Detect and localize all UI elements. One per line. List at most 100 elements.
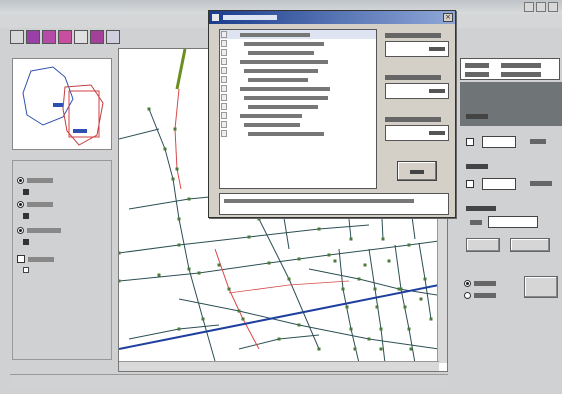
network-node[interactable] — [227, 287, 231, 291]
network-node[interactable] — [363, 263, 367, 267]
list-item[interactable] — [220, 30, 376, 39]
network-node[interactable] — [423, 277, 427, 281]
info-icon[interactable] — [74, 30, 88, 44]
network-node[interactable] — [257, 217, 261, 221]
network-node[interactable] — [407, 327, 411, 331]
list-item[interactable] — [220, 48, 376, 57]
value-field[interactable] — [385, 125, 449, 141]
network-node[interactable] — [333, 259, 337, 263]
network-node[interactable] — [201, 317, 205, 321]
network-node[interactable] — [119, 251, 121, 255]
attribute-list[interactable] — [219, 29, 377, 189]
list-item[interactable] — [220, 111, 376, 120]
network-node[interactable] — [157, 273, 161, 277]
network-node[interactable] — [429, 317, 433, 321]
red-road[interactable] — [228, 280, 350, 294]
layer-row[interactable] — [17, 201, 53, 208]
list-item[interactable] — [220, 93, 376, 102]
value-input[interactable] — [482, 178, 516, 190]
red-road[interactable] — [174, 88, 182, 190]
network-node[interactable] — [317, 227, 321, 231]
network-node[interactable] — [147, 107, 151, 111]
network-node[interactable] — [171, 177, 175, 181]
option-checkbox[interactable] — [466, 138, 474, 146]
network-node[interactable] — [327, 253, 331, 257]
network-node[interactable] — [381, 237, 385, 241]
network-node[interactable] — [349, 327, 353, 331]
network-node[interactable] — [173, 127, 177, 131]
network-node[interactable] — [277, 337, 281, 341]
network-node[interactable] — [187, 197, 191, 201]
network-node[interactable] — [353, 347, 357, 351]
value-field[interactable] — [385, 41, 449, 57]
ok-button[interactable] — [397, 161, 437, 181]
pan-icon[interactable] — [42, 30, 56, 44]
layer-radio[interactable] — [17, 201, 24, 208]
network-node[interactable] — [197, 271, 201, 275]
layer-row[interactable] — [17, 227, 61, 234]
network-node[interactable] — [177, 327, 181, 331]
network-map[interactable] — [119, 49, 440, 364]
action-button[interactable] — [466, 238, 500, 252]
network-node[interactable] — [241, 317, 245, 321]
list-item[interactable] — [220, 66, 376, 75]
network-node[interactable] — [419, 297, 423, 301]
network-node[interactable] — [175, 167, 179, 171]
dialog-close-button[interactable]: × — [443, 13, 453, 22]
network-node[interactable] — [237, 309, 241, 313]
close-button[interactable] — [548, 2, 558, 12]
option-checkbox[interactable] — [466, 180, 474, 188]
dialog-titlebar[interactable]: × — [209, 11, 455, 24]
network-node[interactable] — [387, 259, 391, 263]
value-input[interactable] — [488, 216, 538, 228]
network-node[interactable] — [267, 261, 271, 265]
list-item[interactable] — [220, 102, 376, 111]
window-icon[interactable] — [106, 30, 120, 44]
overview-map[interactable] — [12, 58, 112, 150]
map-horizontal-scrollbar[interactable] — [119, 361, 439, 371]
network-node[interactable] — [119, 279, 121, 283]
network-node[interactable] — [287, 277, 291, 281]
action-button[interactable] — [510, 238, 550, 252]
zoom-in-icon[interactable] — [10, 30, 24, 44]
blue-road[interactable] — [119, 284, 440, 350]
viewport-rect[interactable] — [68, 90, 100, 138]
select-icon[interactable] — [58, 30, 72, 44]
network-node[interactable] — [399, 287, 403, 291]
run-button[interactable] — [524, 276, 558, 298]
network-node[interactable] — [297, 257, 301, 261]
maximize-button[interactable] — [536, 2, 546, 12]
layer-icon[interactable] — [90, 30, 104, 44]
list-item[interactable] — [220, 39, 376, 48]
network-node[interactable] — [177, 217, 181, 221]
layer-checkbox[interactable] — [17, 255, 25, 263]
network-node[interactable] — [407, 243, 411, 247]
layer-row[interactable] — [17, 255, 54, 263]
network-node[interactable] — [373, 287, 377, 291]
network-node[interactable] — [187, 267, 191, 271]
layer-radio[interactable] — [17, 227, 24, 234]
mode-radio[interactable] — [464, 292, 471, 299]
value-field[interactable] — [385, 83, 449, 99]
network-node[interactable] — [357, 277, 361, 281]
network-node[interactable] — [403, 305, 407, 309]
network-node[interactable] — [247, 235, 251, 239]
list-item[interactable] — [220, 120, 376, 129]
value-input[interactable] — [482, 136, 516, 148]
list-item[interactable] — [220, 129, 376, 138]
network-node[interactable] — [163, 147, 167, 151]
layer-row[interactable] — [17, 177, 53, 184]
network-node[interactable] — [177, 243, 181, 247]
network-node[interactable] — [349, 237, 353, 241]
list-item[interactable] — [220, 57, 376, 66]
list-item[interactable] — [220, 84, 376, 93]
network-node[interactable] — [317, 347, 321, 351]
network-node[interactable] — [397, 287, 401, 291]
zoom-out-icon[interactable] — [26, 30, 40, 44]
list-item[interactable] — [220, 75, 376, 84]
selected-pipe[interactable] — [175, 49, 187, 90]
network-node[interactable] — [341, 287, 345, 291]
mode-radio[interactable] — [464, 280, 471, 287]
red-road[interactable] — [214, 248, 260, 350]
network-node[interactable] — [345, 305, 349, 309]
